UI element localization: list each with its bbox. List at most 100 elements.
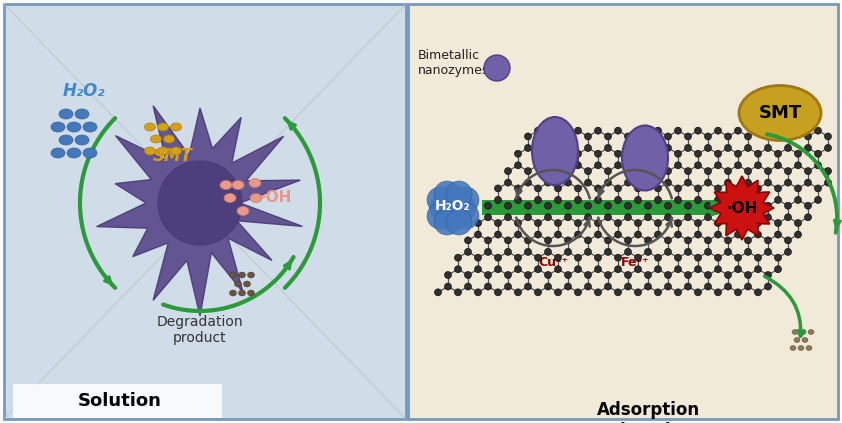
Circle shape — [555, 254, 562, 261]
Circle shape — [453, 203, 479, 229]
Circle shape — [605, 283, 611, 290]
Circle shape — [564, 214, 572, 221]
Circle shape — [445, 283, 451, 290]
Circle shape — [564, 168, 572, 175]
Circle shape — [715, 196, 722, 203]
Circle shape — [594, 196, 601, 203]
Circle shape — [605, 214, 611, 221]
Circle shape — [824, 179, 832, 186]
Circle shape — [605, 145, 611, 151]
Circle shape — [445, 272, 451, 278]
Circle shape — [564, 179, 572, 186]
Circle shape — [754, 150, 761, 157]
Polygon shape — [97, 106, 302, 316]
Circle shape — [654, 127, 662, 134]
Circle shape — [744, 145, 752, 151]
Circle shape — [705, 145, 711, 151]
Circle shape — [465, 237, 472, 244]
Ellipse shape — [67, 148, 81, 158]
Circle shape — [744, 202, 752, 209]
Ellipse shape — [802, 338, 808, 343]
Ellipse shape — [230, 272, 237, 278]
Text: H₂O₂: H₂O₂ — [63, 82, 105, 100]
Circle shape — [574, 254, 582, 261]
Circle shape — [654, 289, 662, 296]
Circle shape — [785, 168, 791, 175]
Circle shape — [654, 254, 662, 261]
Circle shape — [475, 254, 482, 261]
Circle shape — [654, 196, 662, 203]
Circle shape — [605, 237, 611, 244]
Circle shape — [455, 266, 461, 273]
Circle shape — [695, 266, 701, 273]
Circle shape — [584, 272, 591, 278]
Circle shape — [644, 272, 652, 278]
Circle shape — [664, 272, 672, 278]
Circle shape — [555, 185, 562, 192]
Text: ·OH: ·OH — [727, 201, 758, 215]
Circle shape — [594, 231, 601, 238]
Circle shape — [775, 254, 781, 261]
Circle shape — [715, 162, 722, 169]
Text: ·OH: ·OH — [260, 190, 291, 204]
Circle shape — [555, 150, 562, 157]
Text: SMT: SMT — [759, 104, 802, 122]
Circle shape — [674, 150, 681, 157]
Circle shape — [475, 266, 482, 273]
Circle shape — [475, 289, 482, 296]
Ellipse shape — [232, 181, 244, 190]
Circle shape — [785, 214, 791, 221]
Circle shape — [525, 248, 531, 255]
Text: Bimetallic
nanozymes: Bimetallic nanozymes — [418, 49, 489, 77]
Circle shape — [775, 150, 781, 157]
Circle shape — [465, 283, 472, 290]
Circle shape — [535, 289, 541, 296]
Circle shape — [427, 187, 453, 213]
Circle shape — [564, 248, 572, 255]
Circle shape — [734, 231, 742, 238]
Circle shape — [535, 196, 541, 203]
Circle shape — [715, 289, 722, 296]
Circle shape — [754, 266, 761, 273]
Circle shape — [494, 254, 502, 261]
Text: Solution: Solution — [78, 392, 162, 410]
Circle shape — [514, 150, 521, 157]
Circle shape — [734, 289, 742, 296]
Circle shape — [605, 272, 611, 278]
Text: Fe²⁺: Fe²⁺ — [621, 147, 649, 160]
Circle shape — [795, 162, 802, 169]
Circle shape — [574, 162, 582, 169]
Circle shape — [594, 185, 601, 192]
Circle shape — [775, 162, 781, 169]
Circle shape — [625, 133, 632, 140]
Circle shape — [644, 214, 652, 221]
Circle shape — [584, 248, 591, 255]
Circle shape — [615, 185, 621, 192]
Circle shape — [615, 220, 621, 227]
Circle shape — [434, 289, 441, 296]
Ellipse shape — [220, 181, 232, 190]
Circle shape — [475, 220, 482, 227]
Circle shape — [685, 202, 691, 209]
Circle shape — [685, 248, 691, 255]
Circle shape — [674, 254, 681, 261]
Circle shape — [765, 145, 771, 151]
Circle shape — [535, 127, 541, 134]
Circle shape — [525, 214, 531, 221]
Circle shape — [446, 209, 472, 235]
Circle shape — [744, 133, 752, 140]
Ellipse shape — [532, 117, 578, 185]
Circle shape — [625, 145, 632, 151]
Circle shape — [804, 179, 812, 186]
Circle shape — [535, 254, 541, 261]
Circle shape — [494, 289, 502, 296]
Circle shape — [455, 289, 461, 296]
Ellipse shape — [739, 85, 821, 140]
Circle shape — [734, 196, 742, 203]
Circle shape — [664, 133, 672, 140]
Circle shape — [535, 185, 541, 192]
Ellipse shape — [235, 281, 242, 287]
Circle shape — [754, 162, 761, 169]
Circle shape — [785, 202, 791, 209]
Circle shape — [525, 272, 531, 278]
